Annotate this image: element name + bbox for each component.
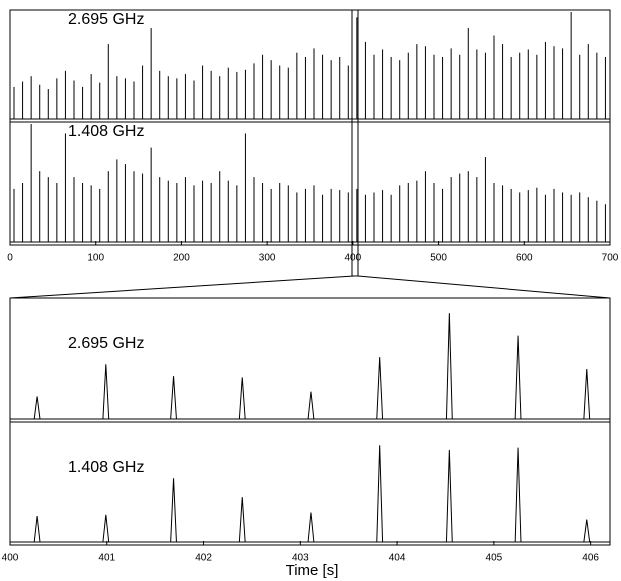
zoom-line [357,275,611,299]
panel-label: 1.408 GHz [68,123,144,140]
x-tick-label: 401 [98,553,115,564]
x-tick-label: 406 [582,553,599,564]
x-tick-label: 400 [345,253,362,264]
x-tick-label: 402 [195,553,212,564]
x-tick-label: 400 [2,553,19,564]
x-tick-label: 100 [87,253,104,264]
x-tick-label: 500 [430,253,447,264]
x-tick-label: 600 [516,253,533,264]
x-axis-label: Time [s] [286,562,339,579]
signal-line [33,445,591,543]
signal-line [33,313,591,420]
panel-label: 1.408 GHz [68,459,144,476]
panel-frame [9,421,611,546]
zoom-line [9,275,355,299]
x-tick-label: 404 [389,553,406,564]
panel-frame [9,121,611,246]
x-tick-label: 200 [173,253,190,264]
panel-label: 2.695 GHz [68,335,144,352]
x-tick-label: 405 [486,553,503,564]
x-tick-label: 403 [292,553,309,564]
panel-label: 2.695 GHz [68,11,144,28]
x-tick-label: 700 [602,253,619,264]
x-tick-label: 300 [259,253,276,264]
x-tick-label: 0 [7,253,13,264]
